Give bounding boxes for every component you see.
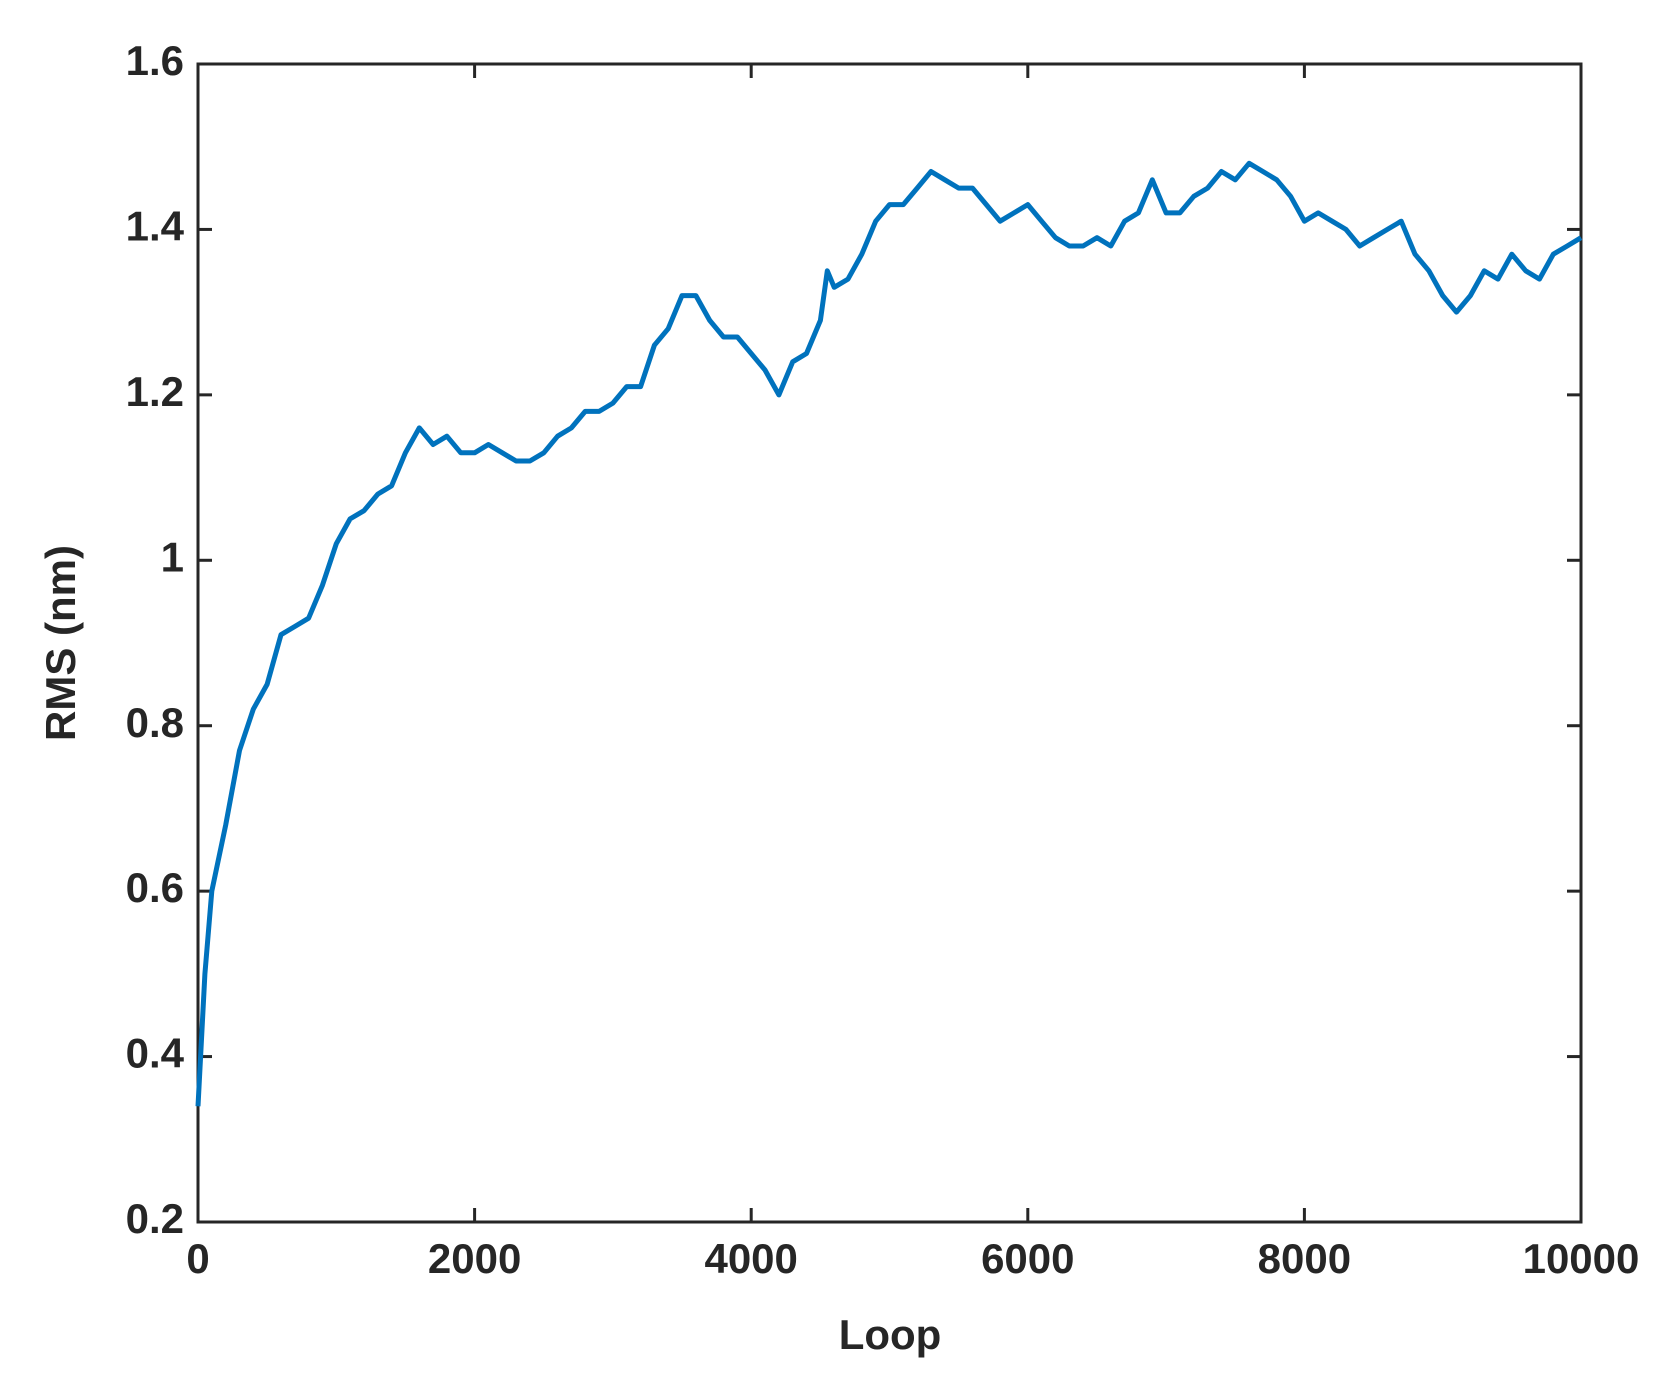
y-tick-label: 0.6: [126, 864, 184, 911]
x-tick-label: 0: [186, 1235, 209, 1282]
y-tick-label: 1.2: [126, 368, 184, 415]
y-tick-label: 0.8: [126, 699, 184, 746]
data-line: [195, 160, 1583, 1107]
axes-box: [196, 62, 1583, 1224]
y-tick-label: 0.2: [126, 1195, 184, 1242]
y-tick-label: 1: [161, 533, 184, 580]
y-tick-label: 1.6: [126, 37, 184, 84]
x-tick-label: 4000: [704, 1235, 797, 1282]
y-axis-label: RMS (nm): [37, 545, 84, 741]
x-tick-label: 10000: [1523, 1235, 1640, 1282]
x-tick-label: 2000: [428, 1235, 521, 1282]
x-tick-label: 6000: [981, 1235, 1074, 1282]
x-tick-label: 8000: [1258, 1235, 1351, 1282]
x-axis-label: Loop: [839, 1311, 942, 1358]
y-tick-label: 1.4: [126, 203, 185, 250]
y-tick-label: 0.4: [126, 1030, 185, 1077]
